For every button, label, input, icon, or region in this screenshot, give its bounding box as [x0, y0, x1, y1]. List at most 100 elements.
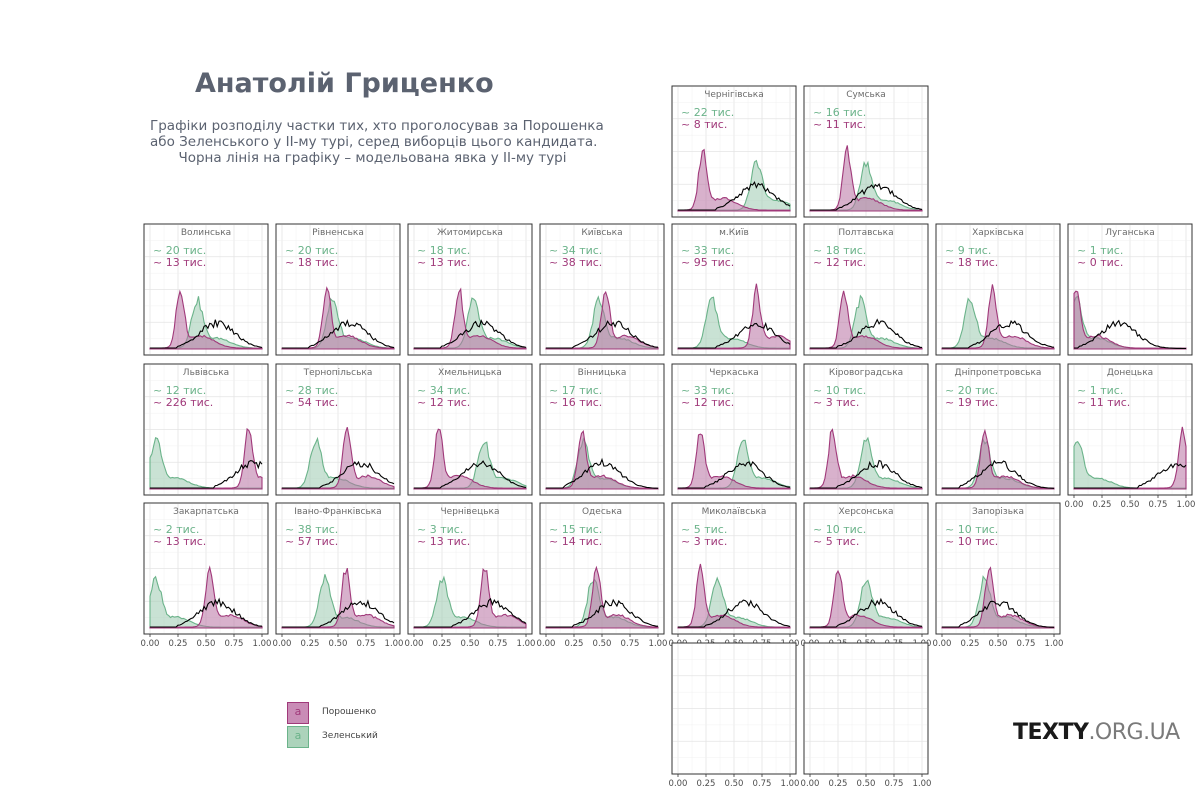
x-tick-label: 1.00 — [781, 779, 800, 789]
x-tick-label: 1.00 — [1045, 639, 1064, 649]
panel-poroshenko-count: ~ 12 тис. — [417, 396, 470, 409]
panel-17: Донецька ~ 1 тис.~ 11 тис. — [1067, 363, 1193, 496]
panel-region-label: Київська — [581, 228, 622, 238]
x-tick-label: 0.50 — [329, 639, 348, 649]
panel-zelensky-count: ~ 33 тис. — [681, 384, 734, 397]
panel-12: Хмельницька ~ 34 тис.~ 12 тис. — [407, 363, 533, 496]
legend-item-zelensky: a Зеленський — [287, 726, 427, 750]
panel-3: Рівненська ~ 20 тис.~ 18 тис. — [275, 223, 401, 356]
x-tick-label: 1.00 — [253, 639, 272, 649]
panel-6: м.Київ ~ 33 тис.~ 95 тис. — [671, 223, 797, 356]
poroshenko-density-area — [545, 430, 659, 490]
panel-region-label: Кіровоградська — [829, 368, 903, 378]
turnout-line — [150, 460, 263, 489]
turnout-line — [810, 597, 923, 628]
panel-7: Полтавська ~ 18 тис.~ 12 тис. — [803, 223, 929, 356]
legend-key-poroshenko: a — [287, 702, 309, 724]
panel-zelensky-count: ~ 20 тис. — [153, 244, 206, 257]
turnout-line — [942, 319, 1055, 349]
x-tick-label: 0.25 — [1093, 500, 1112, 510]
panel-region-label: Харківська — [972, 228, 1024, 238]
poroshenko-density-area — [149, 289, 263, 350]
panel-poroshenko-count: ~ 3 тис. — [681, 535, 727, 548]
legend-label-poroshenko: Порошенко — [322, 707, 377, 717]
panel-13: Вінницька ~ 17 тис.~ 16 тис. — [539, 363, 665, 496]
panel-region-label: Рівненська — [312, 228, 364, 238]
panel-empty-26 — [803, 642, 929, 775]
x-tick-label: 0.75 — [357, 639, 376, 649]
panel-poroshenko-count: ~ 18 тис. — [285, 256, 338, 269]
x-tick-label: 0.50 — [197, 639, 216, 649]
poroshenko-density-area — [677, 148, 791, 212]
panel-zelensky-count: ~ 2 тис. — [153, 523, 199, 536]
panel-15: Кіровоградська ~ 10 тис.~ 3 тис. — [803, 363, 929, 496]
panel-16: Дніпропетровська ~ 20 тис.~ 19 тис. — [935, 363, 1061, 496]
x-tick-label: 0.00 — [141, 639, 160, 649]
panel-zelensky-count: ~ 17 тис. — [549, 384, 602, 397]
panel-10: Львівська ~ 12 тис.~ 226 тис. — [143, 363, 269, 496]
turnout-line — [678, 599, 791, 628]
chart-title: Анатолій Гриценко — [195, 68, 494, 99]
poroshenko-density-area — [677, 433, 791, 490]
turnout-line — [1074, 463, 1187, 489]
panel-24: Запорізька ~ 10 тис.~ 10 тис. — [935, 502, 1061, 635]
turnout-line — [150, 319, 263, 349]
x-tick-label: 0.00 — [801, 779, 820, 789]
panel-1: Сумська ~ 16 тис.~ 11 тис. — [803, 85, 929, 218]
x-tick-label: 0.50 — [461, 639, 480, 649]
x-tick-label: 0.50 — [989, 639, 1008, 649]
panel-region-label: Житомирська — [437, 228, 503, 238]
legend-label-zelensky: Зеленський — [322, 731, 378, 741]
poroshenko-density-area — [677, 563, 791, 629]
turnout-line — [282, 460, 395, 489]
panel-11: Тернопільська ~ 28 тис.~ 54 тис. — [275, 363, 401, 496]
x-tick-label: 0.50 — [725, 779, 744, 789]
panel-22: Миколаївська ~ 5 тис.~ 3 тис. — [671, 502, 797, 635]
brand-logo[interactable]: TEXTY.ORG.UA — [1013, 720, 1180, 745]
x-tick-label: 0.25 — [961, 639, 980, 649]
panel-zelensky-count: ~ 18 тис. — [813, 244, 866, 257]
turnout-line — [678, 461, 791, 489]
x-tick-label: 0.75 — [621, 639, 640, 649]
panel-poroshenko-count: ~ 10 тис. — [945, 535, 998, 548]
legend-item-poroshenko: a Порошенко — [287, 702, 427, 726]
poroshenko-density-area — [809, 428, 923, 490]
panel-region-label: Дніпропетровська — [955, 368, 1042, 378]
panel-poroshenko-count: ~ 13 тис. — [417, 535, 470, 548]
panel-poroshenko-count: ~ 13 тис. — [153, 535, 206, 548]
x-tick-label: 1.00 — [649, 639, 668, 649]
turnout-line — [810, 459, 923, 489]
panel-poroshenko-count: ~ 19 тис. — [945, 396, 998, 409]
panel-zelensky-count: ~ 16 тис. — [813, 106, 866, 119]
panel-poroshenko-count: ~ 11 тис. — [813, 118, 866, 131]
panel-region-label: Львівська — [183, 368, 229, 378]
panel-poroshenko-count: ~ 14 тис. — [549, 535, 602, 548]
x-tick-label: 0.00 — [933, 639, 952, 649]
panel-zelensky-count: ~ 38 тис. — [285, 523, 338, 536]
panel-region-label: Луганська — [1105, 228, 1154, 238]
panel-8: Харківська ~ 9 тис.~ 18 тис. — [935, 223, 1061, 356]
x-tick-label: 1.00 — [1177, 500, 1196, 510]
panel-region-label: Миколаївська — [702, 507, 767, 517]
panel-region-label: Чернігівська — [704, 90, 764, 100]
x-tick-label: 0.75 — [225, 639, 244, 649]
panel-zelensky-count: ~ 20 тис. — [945, 384, 998, 397]
turnout-line — [1074, 319, 1186, 350]
panel-poroshenko-count: ~ 0 тис. — [1077, 256, 1123, 269]
panel-poroshenko-count: ~ 5 тис. — [813, 535, 859, 548]
panel-poroshenko-count: ~ 226 тис. — [153, 396, 213, 409]
panel-zelensky-count: ~ 10 тис. — [945, 523, 998, 536]
panel-poroshenko-count: ~ 16 тис. — [549, 396, 602, 409]
turnout-line — [414, 597, 527, 628]
turnout-line — [678, 180, 791, 211]
turnout-line — [282, 319, 395, 349]
panel-19: Івано-Франківська ~ 38 тис.~ 57 тис. — [275, 502, 401, 635]
x-tick-label: 0.75 — [753, 779, 772, 789]
panel-region-label: Донецька — [1107, 368, 1153, 378]
panel-empty-25 — [671, 642, 797, 775]
turnout-line — [546, 598, 658, 628]
chart-subtitle: Графіки розподілу частки тих, хто прогол… — [150, 118, 604, 166]
panel-zelensky-count: ~ 34 тис. — [549, 244, 602, 257]
x-tick-label: 0.00 — [273, 639, 292, 649]
